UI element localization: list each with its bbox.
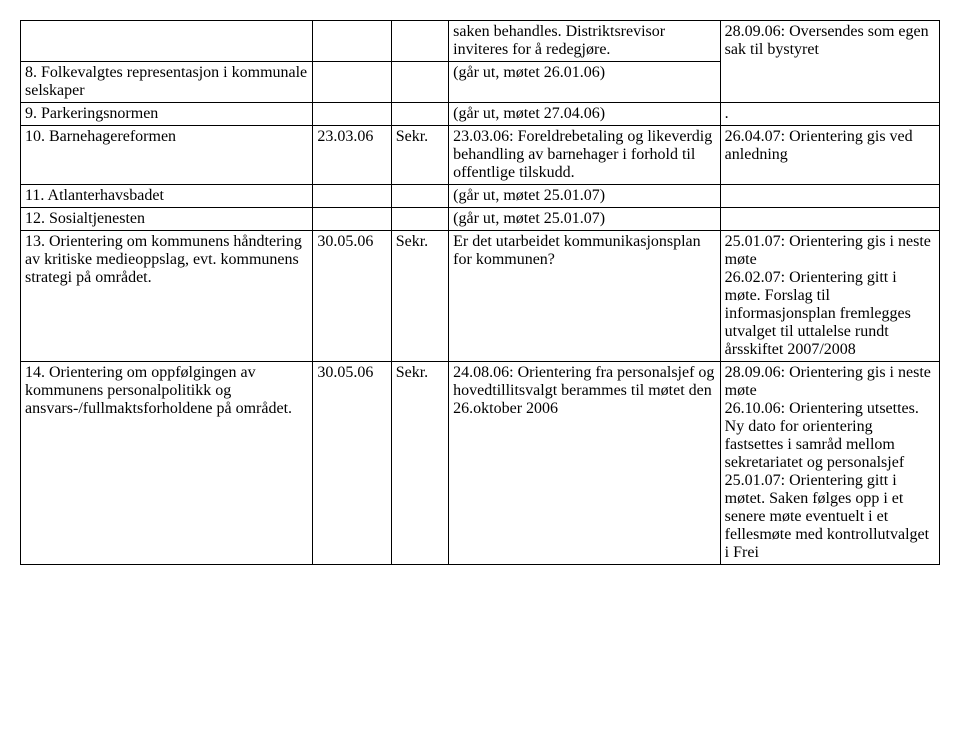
cell-resp [391, 103, 448, 126]
cell-date [313, 185, 391, 208]
table-row: 11. Atlanterhavsbadet (går ut, møtet 25.… [21, 185, 940, 208]
table-row: 14. Orientering om oppfølgingen av kommu… [21, 362, 940, 565]
cell-status: 28.09.06: Oversendes som egen sak til by… [720, 21, 939, 103]
cell-desc: (går ut, møtet 26.01.06) [449, 62, 721, 103]
cell-topic: 9. Parkeringsnormen [21, 103, 313, 126]
cell-resp [391, 208, 448, 231]
cell-status: . [720, 103, 939, 126]
cell-date [313, 208, 391, 231]
table-row: saken behandles. Distriktsrevisor invite… [21, 21, 940, 62]
table-row: 9. Parkeringsnormen (går ut, møtet 27.04… [21, 103, 940, 126]
cell-date [313, 21, 391, 62]
cell-desc: (går ut, møtet 25.01.07) [449, 185, 721, 208]
cell-date: 23.03.06 [313, 126, 391, 185]
cell-topic: 13. Orientering om kommunens håndtering … [21, 231, 313, 362]
cell-topic: 12. Sosialtjenesten [21, 208, 313, 231]
cell-desc: (går ut, møtet 25.01.07) [449, 208, 721, 231]
cell-date [313, 62, 391, 103]
table-body: saken behandles. Distriktsrevisor invite… [21, 21, 940, 565]
cell-date [313, 103, 391, 126]
cell-topic: 8. Folkevalgtes representasjon i kommuna… [21, 62, 313, 103]
document-table: saken behandles. Distriktsrevisor invite… [20, 20, 940, 565]
cell-resp [391, 21, 448, 62]
cell-date: 30.05.06 [313, 231, 391, 362]
cell-topic: 14. Orientering om oppfølgingen av kommu… [21, 362, 313, 565]
cell-desc: (går ut, møtet 27.04.06) [449, 103, 721, 126]
table-row: 12. Sosialtjenesten (går ut, møtet 25.01… [21, 208, 940, 231]
table-row: 10. Barnehagereformen 23.03.06 Sekr. 23.… [21, 126, 940, 185]
cell-resp [391, 62, 448, 103]
cell-resp [391, 185, 448, 208]
cell-resp: Sekr. [391, 231, 448, 362]
cell-status: 26.04.07: Orientering gis ved anledning [720, 126, 939, 185]
cell-resp: Sekr. [391, 126, 448, 185]
table-row: 13. Orientering om kommunens håndtering … [21, 231, 940, 362]
cell-desc: 24.08.06: Orientering fra personalsjef o… [449, 362, 721, 565]
cell-topic: 11. Atlanterhavsbadet [21, 185, 313, 208]
cell-status [720, 185, 939, 208]
cell-desc: 23.03.06: Foreldrebetaling og likeverdig… [449, 126, 721, 185]
cell-status: 28.09.06: Orientering gis i neste møte26… [720, 362, 939, 565]
cell-status: 25.01.07: Orientering gis i neste møte26… [720, 231, 939, 362]
cell-status [720, 208, 939, 231]
cell-topic [21, 21, 313, 62]
cell-topic: 10. Barnehagereformen [21, 126, 313, 185]
cell-desc: saken behandles. Distriktsrevisor invite… [449, 21, 721, 62]
cell-resp: Sekr. [391, 362, 448, 565]
cell-date: 30.05.06 [313, 362, 391, 565]
cell-desc: Er det utarbeidet kommunikasjonsplan for… [449, 231, 721, 362]
